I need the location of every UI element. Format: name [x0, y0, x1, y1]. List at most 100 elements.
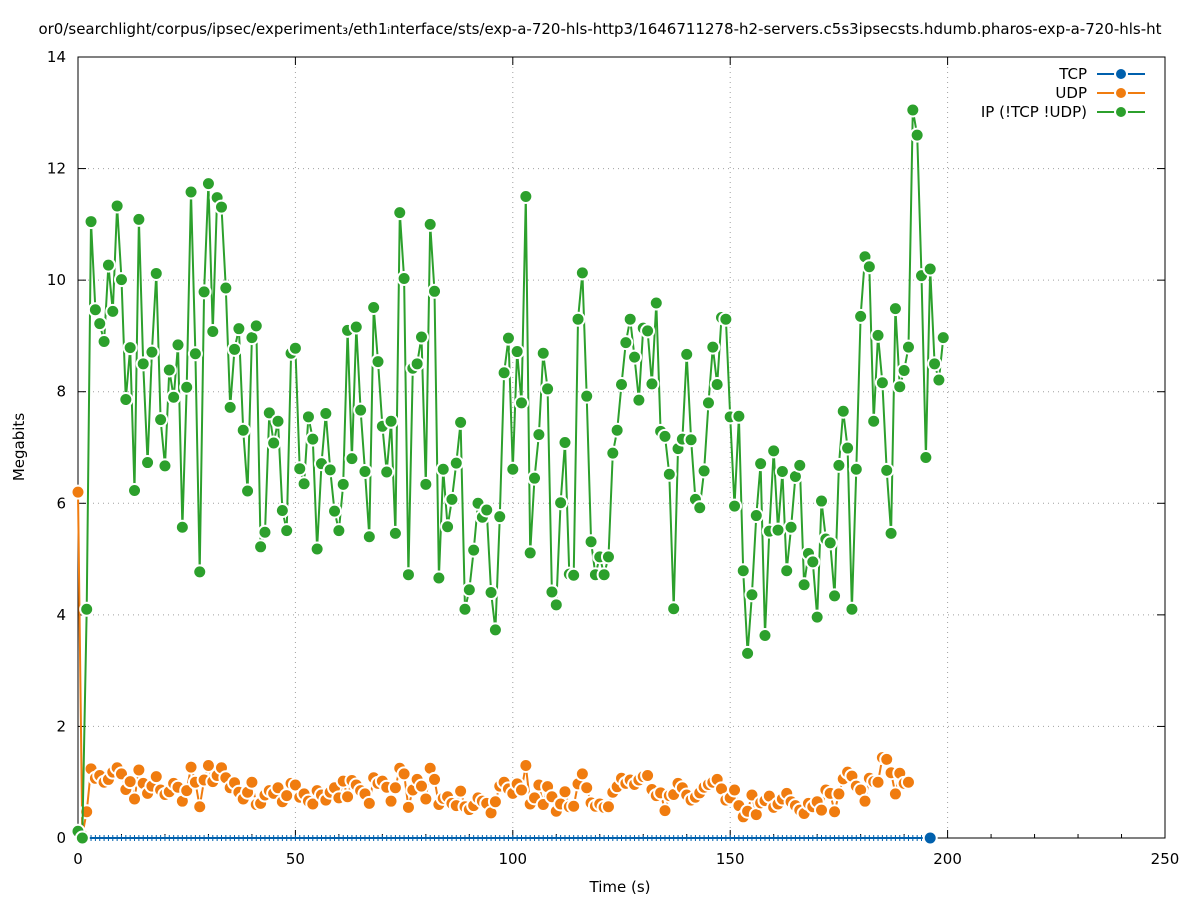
data-point	[127, 482, 143, 498]
data-point	[657, 803, 673, 819]
data-point	[570, 311, 586, 327]
data-point	[218, 280, 234, 296]
data-point	[909, 127, 925, 143]
data-point	[513, 782, 529, 798]
data-point	[640, 323, 656, 339]
data-point	[127, 791, 143, 807]
data-point	[553, 495, 569, 511]
data-point	[157, 458, 173, 474]
data-point	[174, 519, 190, 535]
data-point	[857, 793, 873, 809]
legend-marker	[1114, 86, 1128, 100]
data-point	[918, 450, 934, 466]
data-point	[240, 483, 256, 499]
data-point	[648, 295, 664, 311]
data-point	[814, 802, 830, 818]
data-point	[413, 778, 429, 794]
data-point	[187, 346, 203, 362]
data-point	[700, 395, 716, 411]
y-tick-label: 10	[47, 271, 66, 289]
data-point	[305, 796, 321, 812]
data-point	[596, 567, 612, 583]
data-point	[396, 766, 412, 782]
data-point	[409, 356, 425, 372]
data-point	[540, 381, 556, 397]
legend-label: IP (!TCP !UDP)	[981, 103, 1087, 121]
data-point	[427, 771, 443, 787]
data-point	[292, 461, 308, 477]
data-point	[827, 588, 843, 604]
data-point	[183, 184, 199, 200]
y-tick-label: 6	[56, 494, 66, 512]
data-point	[557, 784, 573, 800]
data-point	[327, 503, 343, 519]
data-point	[679, 346, 695, 362]
data-point	[400, 799, 416, 815]
data-point	[74, 830, 90, 846]
y-tick-label: 2	[56, 717, 66, 735]
data-point	[618, 335, 634, 351]
data-point	[435, 461, 451, 477]
data-point	[600, 799, 616, 815]
data-point	[300, 409, 316, 425]
data-point	[122, 774, 138, 790]
data-point	[905, 102, 921, 118]
data-point	[727, 498, 743, 514]
data-point	[705, 339, 721, 355]
data-point	[900, 339, 916, 355]
data-point	[557, 434, 573, 450]
data-point	[518, 188, 534, 204]
data-point	[466, 542, 482, 558]
data-point	[544, 584, 560, 600]
data-point	[479, 502, 495, 518]
data-point	[344, 451, 360, 467]
data-point	[144, 344, 160, 360]
data-point	[366, 299, 382, 315]
data-point	[487, 794, 503, 810]
data-point	[131, 211, 147, 227]
data-point	[448, 455, 464, 471]
data-point	[709, 376, 725, 392]
data-point	[274, 503, 290, 519]
data-point	[161, 362, 177, 378]
data-point	[900, 774, 916, 790]
data-point	[131, 762, 147, 778]
data-point	[696, 463, 712, 479]
data-point	[109, 198, 125, 214]
data-point	[418, 476, 434, 492]
data-point	[387, 780, 403, 796]
data-point	[870, 774, 886, 790]
data-point	[531, 427, 547, 443]
data-point	[179, 379, 195, 395]
data-point	[605, 445, 621, 461]
data-point	[379, 464, 395, 480]
data-point	[118, 392, 134, 408]
data-point	[79, 601, 95, 617]
data-point	[661, 466, 677, 482]
data-point	[774, 463, 790, 479]
y-tick-label: 4	[56, 606, 66, 624]
data-point	[92, 316, 108, 332]
data-point	[100, 257, 116, 273]
data-point	[192, 564, 208, 580]
data-point	[792, 457, 808, 473]
data-point	[453, 783, 469, 799]
data-point	[392, 205, 408, 221]
data-point	[427, 283, 443, 299]
data-point	[622, 311, 638, 327]
data-point	[331, 523, 347, 539]
data-point	[205, 323, 221, 339]
data-point	[518, 757, 534, 773]
data-point	[574, 265, 590, 281]
data-point	[148, 769, 164, 785]
data-point	[361, 795, 377, 811]
data-point	[335, 476, 351, 492]
data-point	[831, 457, 847, 473]
data-point	[453, 414, 469, 430]
data-point	[235, 422, 251, 438]
data-point	[583, 534, 599, 550]
data-point	[200, 176, 216, 192]
data-point	[431, 570, 447, 586]
legend-marker	[1114, 67, 1128, 81]
